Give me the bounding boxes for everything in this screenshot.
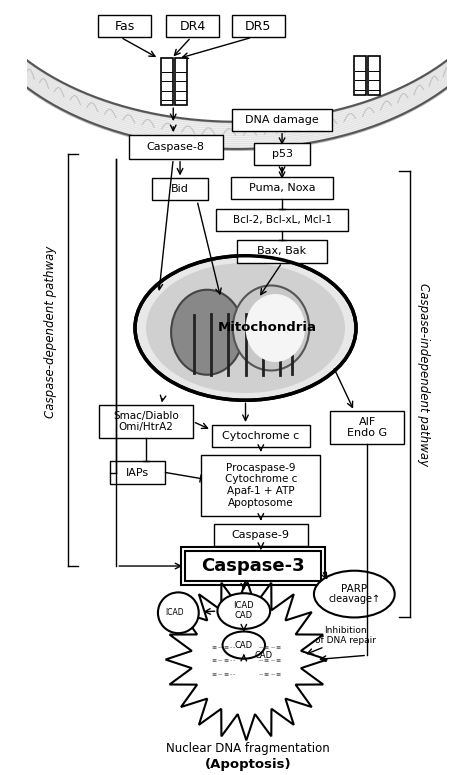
Text: Caspase-3: Caspase-3	[201, 557, 305, 575]
Text: Nuclear DNA fragmentation: Nuclear DNA fragmentation	[166, 742, 330, 756]
Text: Inhibition
of DNA repair: Inhibition of DNA repair	[315, 626, 376, 646]
Text: ICAD: ICAD	[165, 608, 184, 617]
Text: IAPs: IAPs	[126, 467, 149, 477]
Ellipse shape	[246, 294, 305, 362]
Ellipse shape	[233, 285, 309, 370]
Bar	[329, 412, 404, 443]
Text: CAD: CAD	[254, 651, 273, 660]
Text: --$\equiv$--$\equiv$: --$\equiv$--$\equiv$	[258, 658, 283, 664]
Bar	[255, 143, 310, 165]
Bar	[99, 16, 151, 37]
Text: $\equiv$--$\equiv$--: $\equiv$--$\equiv$--	[210, 658, 236, 664]
Bar	[110, 461, 165, 484]
Text: CAD: CAD	[235, 641, 253, 649]
Text: Mitochondria: Mitochondria	[217, 322, 316, 335]
Bar	[214, 524, 308, 546]
Text: cleavage↑: cleavage↑	[328, 594, 380, 605]
Bar	[216, 209, 348, 231]
Bar	[181, 547, 326, 584]
Bar	[231, 177, 333, 198]
Text: Bcl-2, Bcl-xL, Mcl-1: Bcl-2, Bcl-xL, Mcl-1	[233, 215, 331, 225]
Text: CAD: CAD	[235, 611, 253, 620]
Text: --$\equiv$--$\equiv$: --$\equiv$--$\equiv$	[258, 672, 283, 678]
Bar	[175, 58, 187, 105]
Text: AIF
Endo G: AIF Endo G	[347, 417, 387, 438]
Bar	[161, 58, 173, 105]
Ellipse shape	[218, 593, 270, 629]
Text: Caspase-independent pathway: Caspase-independent pathway	[417, 283, 429, 467]
Bar	[368, 57, 380, 95]
Bar	[166, 16, 219, 37]
Text: p53: p53	[272, 149, 292, 159]
Text: Cytochrome c: Cytochrome c	[222, 431, 300, 441]
Wedge shape	[158, 592, 199, 633]
Bar	[232, 109, 332, 131]
Bar	[99, 405, 193, 438]
Text: Caspase-8: Caspase-8	[147, 142, 205, 152]
Ellipse shape	[314, 570, 395, 618]
Text: Puma, Noxa: Puma, Noxa	[249, 183, 315, 193]
Ellipse shape	[135, 256, 356, 400]
Bar	[237, 240, 327, 263]
Text: Caspase-dependent pathway: Caspase-dependent pathway	[45, 246, 57, 418]
Text: DR5: DR5	[245, 19, 272, 33]
Text: DR4: DR4	[180, 19, 206, 33]
Text: Smac/Diablo
Omi/HtrA2: Smac/Diablo Omi/HtrA2	[113, 411, 179, 432]
Bar	[185, 551, 321, 581]
Text: Procaspase-9
Cytochrome c
Apaf-1 + ATP
Apoptosome: Procaspase-9 Cytochrome c Apaf-1 + ATP A…	[225, 463, 297, 508]
Bar	[129, 135, 223, 159]
Bar	[232, 16, 284, 37]
Bar	[355, 57, 366, 95]
Text: Caspase-9: Caspase-9	[232, 529, 290, 539]
Text: (Apoptosis): (Apoptosis)	[205, 758, 292, 770]
Text: ICAD: ICAD	[234, 601, 254, 610]
Bar	[153, 178, 208, 201]
Text: DNA damage: DNA damage	[245, 115, 319, 125]
Bar	[201, 455, 320, 516]
Ellipse shape	[146, 263, 345, 393]
Text: Bax, Bak: Bax, Bak	[257, 246, 307, 257]
Ellipse shape	[171, 290, 243, 375]
Text: $\equiv$--$\equiv$--: $\equiv$--$\equiv$--	[210, 672, 236, 678]
Text: --$\equiv$--$\equiv$: --$\equiv$--$\equiv$	[258, 645, 283, 651]
Ellipse shape	[223, 632, 265, 659]
Text: PARP: PARP	[341, 584, 367, 594]
Polygon shape	[165, 579, 327, 740]
Bar	[212, 425, 310, 447]
Text: Fas: Fas	[115, 19, 135, 33]
Text: $\equiv$--$\equiv$--: $\equiv$--$\equiv$--	[210, 645, 236, 651]
Text: Bid: Bid	[171, 184, 189, 195]
